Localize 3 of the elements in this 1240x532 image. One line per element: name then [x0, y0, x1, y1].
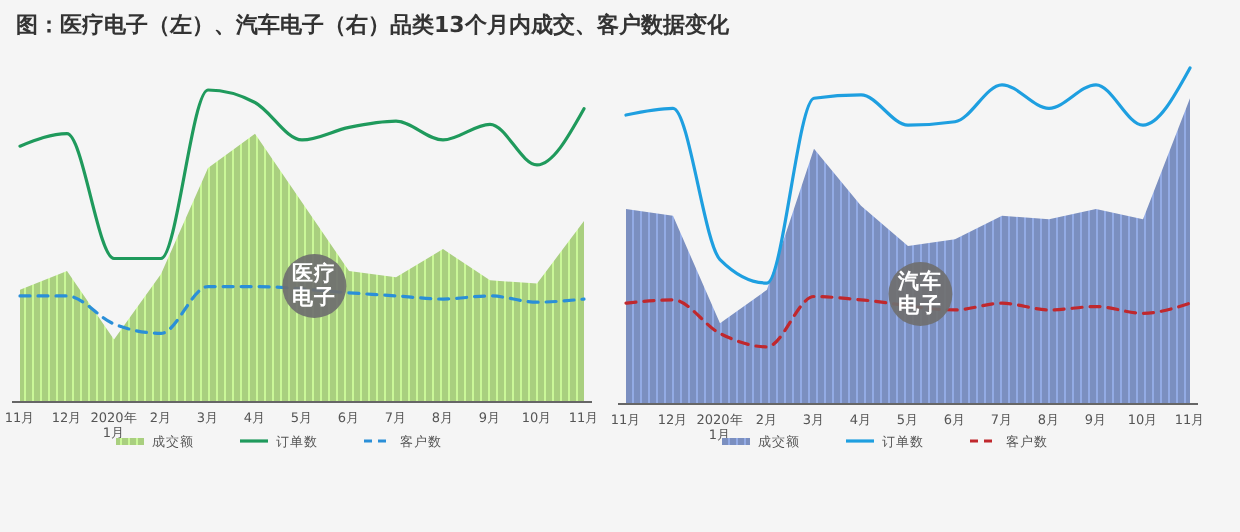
annotation: 汽车电子	[896, 268, 943, 318]
annotation: 医疗电子	[292, 260, 337, 310]
chart-title: 图：医疗电子（左）、汽车电子（右）品类13个月内成交、客户数据变化	[16, 12, 731, 38]
